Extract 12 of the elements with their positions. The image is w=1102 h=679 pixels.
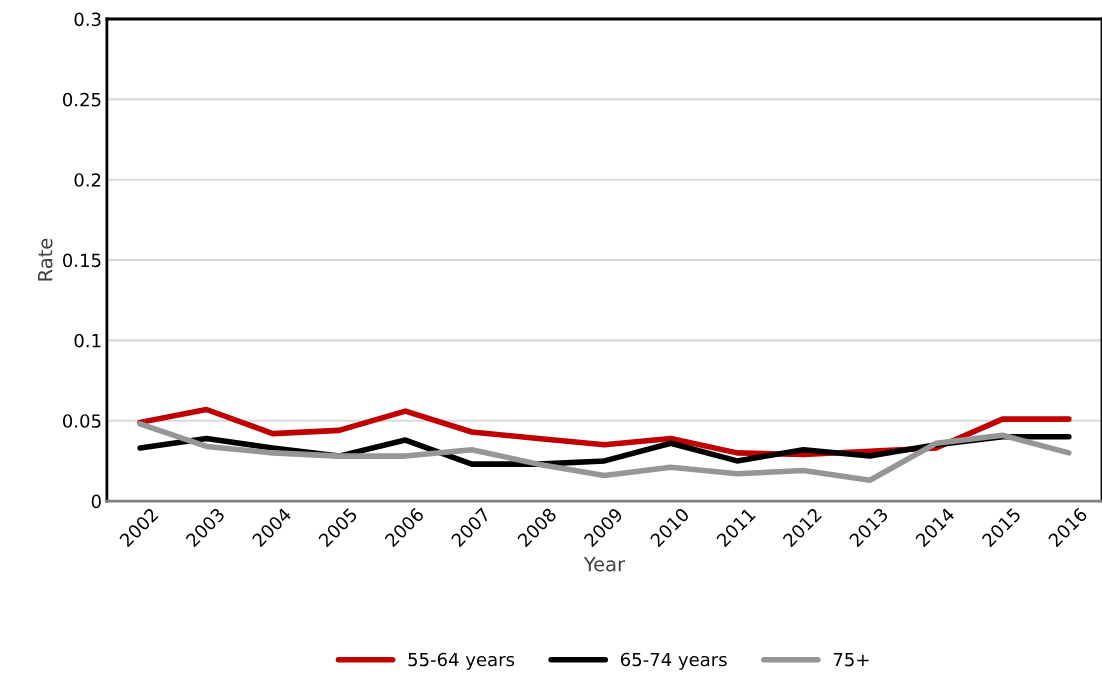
y-tick-label: 0.15 bbox=[63, 253, 101, 268]
y-tick-label: 0.25 bbox=[63, 92, 101, 107]
y-tick-label: 0 bbox=[91, 494, 101, 509]
y-tick-label: 0.3 bbox=[74, 12, 101, 27]
legend-label: 55-64 years bbox=[408, 652, 515, 670]
y-axis-title: Rate bbox=[38, 238, 53, 281]
legend-label: 65-74 years bbox=[620, 652, 727, 670]
y-tick-label: 0.2 bbox=[74, 173, 101, 187]
x-axis-title: Year bbox=[583, 556, 626, 572]
legend-label: 75+ bbox=[833, 652, 869, 667]
y-tick-label: 0.05 bbox=[63, 414, 101, 428]
y-tick-label: 0.1 bbox=[74, 333, 101, 348]
